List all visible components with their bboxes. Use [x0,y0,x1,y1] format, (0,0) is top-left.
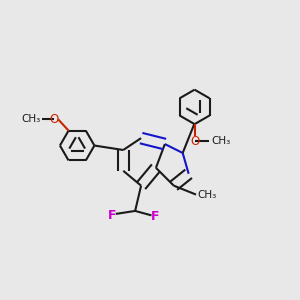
Text: F: F [108,209,116,222]
Text: O: O [50,112,58,125]
Text: O: O [190,135,199,148]
Text: CH₃: CH₃ [21,114,40,124]
Text: CH₃: CH₃ [211,136,230,146]
Text: CH₃: CH₃ [198,190,217,200]
Text: F: F [151,210,159,224]
